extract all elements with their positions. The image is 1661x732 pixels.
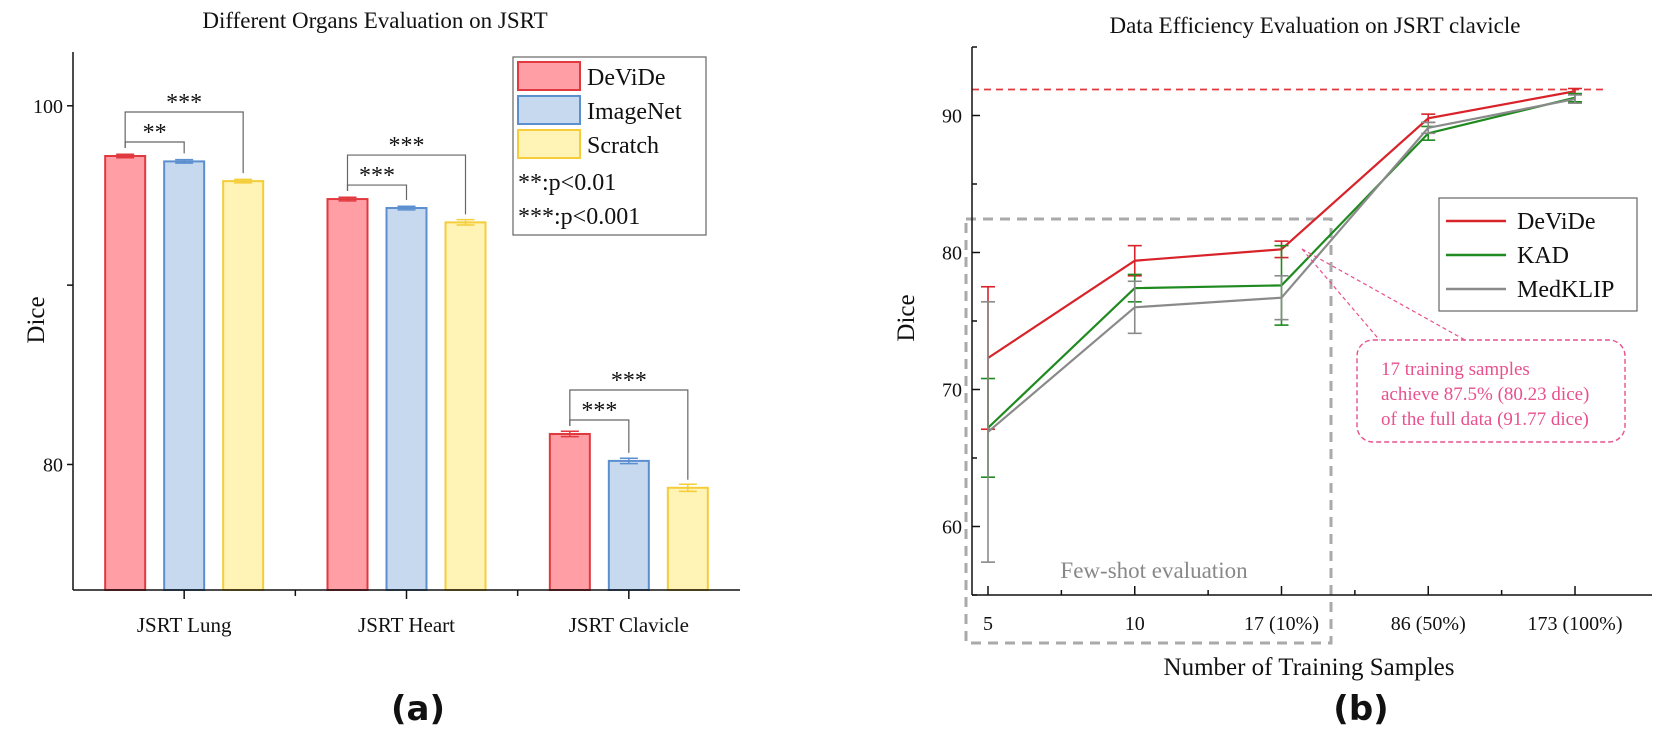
panel-b-x-tick-label: 173 (100%) (1528, 613, 1623, 635)
panel-a-y-axis-label: Dice (23, 296, 50, 343)
panel-b-y-axis-label: Dice (893, 294, 920, 341)
bar-devide-jsrt-heart (326, 198, 369, 591)
errorbar-imagenet-jsrt-heart (397, 205, 416, 211)
legend-label-devide: DeViDe (1517, 209, 1596, 235)
legend-label-scratch: Scratch (587, 133, 659, 159)
bar-imagenet-jsrt-clavicle (607, 459, 650, 591)
panel-b-x-tick-label: 17 (10%) (1244, 613, 1319, 635)
bar-devide-jsrt-lung (104, 155, 147, 591)
errorbar-devide-jsrt-lung (116, 153, 135, 159)
errorbar-medklip-2 (1274, 274, 1289, 321)
panel-a-y-tick-label: 100 (33, 96, 63, 118)
bar-scratch-jsrt-lung (222, 180, 265, 591)
legend-swatch-imagenet (517, 95, 581, 125)
series-medklip (981, 94, 1582, 563)
panel-a-y-tick-label: 80 (43, 454, 63, 476)
errorbar-scratch-jsrt-clavicle (678, 483, 697, 493)
errorbar-medklip-1 (1127, 280, 1142, 335)
panel-b-y-tick-label: 70 (942, 380, 962, 402)
errorbar-devide-jsrt-clavicle (560, 430, 579, 438)
panel-b-line-chart: Data Efficiency Evaluation on JSRT clavi… (893, 13, 1652, 729)
legend-label-medklip: MedKLIP (1517, 277, 1614, 303)
significance-label: *** (611, 368, 647, 394)
panel-a-label: (a) (391, 689, 445, 729)
panel-b-title: Data Efficiency Evaluation on JSRT clavi… (1109, 13, 1520, 38)
errorbar-medklip-3 (1421, 121, 1436, 135)
errorbar-devide-jsrt-heart (338, 196, 357, 202)
significance-label: ** (143, 120, 167, 146)
errorbar-medklip-4 (1568, 94, 1582, 104)
legend-note: **:p<0.01 (518, 170, 616, 196)
panel-b-y-tick-label: 90 (942, 106, 962, 128)
significance-bracket-jsrt-clavicle-scratch: *** (569, 368, 689, 480)
callout-annotation: 17 training samples achieve 87.5% (80.23… (1301, 248, 1626, 443)
panel-a-x-tick-label: JSRT Heart (358, 613, 455, 637)
legend-label-devide: DeViDe (587, 65, 666, 91)
legend-note: ***:p<0.001 (518, 204, 640, 230)
errorbar-scratch-jsrt-lung (234, 178, 253, 184)
panel-b-label: (b) (1333, 689, 1388, 729)
bar-devide-jsrt-clavicle (548, 432, 591, 592)
panel-b-y-tick-label: 80 (942, 243, 962, 265)
panel-b-axes: 60 70 80 90 5 10 17 (10%) 86 (50%) 173 (100%) (942, 46, 1652, 635)
significance-label: *** (166, 90, 202, 116)
panel-a-x-tick-label: JSRT Lung (137, 613, 232, 637)
bar-scratch-jsrt-clavicle (666, 486, 709, 591)
panel-b-y-tick-label: 60 (942, 517, 962, 539)
callout-line-1: 17 training samples (1381, 359, 1530, 380)
few-shot-region-box (964, 217, 1333, 645)
callout-line-3: of the full data (91.77 dice) (1381, 409, 1589, 430)
panel-b-legend: DeViDe KAD MedKLIP (1438, 197, 1638, 312)
panel-a-significance: ***************** (124, 90, 689, 480)
bar-scratch-jsrt-heart (444, 221, 487, 591)
significance-bracket-jsrt-heart-scratch: *** (346, 133, 467, 215)
significance-bracket-jsrt-heart-imagenet: *** (346, 163, 408, 201)
panel-a-legend: DeViDe ImageNet Scratch **:p<0.01 ***:p<0.00… (512, 56, 707, 236)
errorbar-imagenet-jsrt-lung (175, 158, 194, 164)
legend-swatch-devide (517, 61, 581, 91)
errorbar-imagenet-jsrt-clavicle (619, 457, 638, 465)
significance-label: *** (581, 398, 617, 424)
significance-label: *** (389, 133, 425, 159)
panel-a-bars (104, 153, 709, 592)
errorbar-scratch-jsrt-heart (456, 218, 475, 226)
panel-a-bar-chart: Different Organs Evaluation on JSRT ****… (23, 8, 740, 729)
panel-a-x-tick-label: JSRT Clavicle (569, 613, 689, 637)
bar-imagenet-jsrt-heart (385, 207, 428, 592)
panel-a-axes: 80 100 JSRT Lung JSRT Heart JSRT Clavicle (33, 52, 740, 637)
panel-b-lines (981, 87, 1582, 563)
legend-label-kad: KAD (1517, 243, 1569, 269)
few-shot-region-label: Few-shot evaluation (1060, 558, 1248, 583)
errorbar-medklip-0 (981, 301, 995, 563)
panel-b-x-tick-label: 5 (983, 613, 993, 635)
legend-swatch-scratch (517, 129, 581, 159)
legend-label-imagenet: ImageNet (587, 99, 682, 125)
significance-bracket-jsrt-lung-scratch: *** (124, 90, 244, 174)
panel-a-title: Different Organs Evaluation on JSRT (202, 8, 547, 33)
panel-b-x-tick-label: 10 (1125, 613, 1145, 635)
bar-imagenet-jsrt-lung (163, 160, 206, 591)
callout-line-2: achieve 87.5% (80.23 dice) (1381, 384, 1589, 405)
panel-b-x-tick-label: 86 (50%) (1391, 613, 1466, 635)
significance-label: *** (359, 163, 395, 189)
panel-b-x-axis-label: Number of Training Samples (1164, 654, 1455, 681)
significance-bracket-jsrt-lung-imagenet: ** (124, 120, 185, 154)
